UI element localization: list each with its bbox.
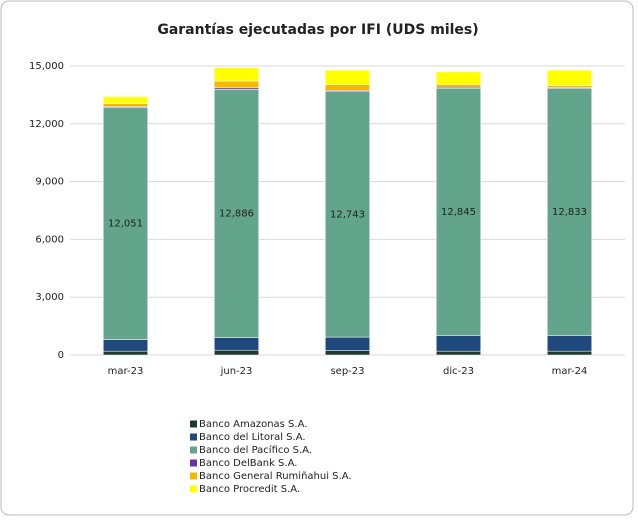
bar-segment [547, 69, 592, 86]
x-tick-label: mar-24 [552, 366, 588, 377]
y-tick-label: 15,000 [29, 61, 64, 72]
bar-segment [547, 85, 592, 88]
x-tick-label: jun-23 [220, 366, 253, 377]
bar-segment [547, 88, 592, 336]
bar-segment [436, 71, 481, 85]
x-tick-label: dic-23 [443, 366, 474, 377]
bar-segment [436, 88, 481, 336]
bar-segment [103, 107, 148, 340]
legend-label: Banco General Rumiñahui S.A. [199, 471, 352, 482]
legend-label: Banco del Pacífico S.A. [199, 444, 312, 456]
legend-swatch [190, 485, 197, 493]
bar-segment [547, 350, 592, 356]
bar-segment [214, 80, 259, 89]
chart-title: Garantías ejecutadas por IFI (UDS miles) [157, 22, 478, 38]
bar-segment [214, 89, 259, 338]
y-tick-label: 3,000 [35, 292, 64, 303]
bar-segment [325, 84, 370, 91]
bar-segment [214, 349, 259, 356]
legend-label: Banco Amazonas S.A. [199, 419, 307, 430]
data-label: 12,743 [330, 209, 365, 220]
x-tick-label: sep-23 [330, 366, 364, 377]
legend-swatch [190, 472, 197, 480]
chart-frame [0, 0, 634, 516]
data-label: 12,886 [219, 209, 254, 220]
bar-segment [325, 336, 370, 351]
legend-swatch [190, 420, 197, 428]
y-tick-label: 9,000 [35, 177, 64, 188]
bar-segment [103, 339, 148, 352]
data-label: 12,833 [552, 207, 587, 218]
bar-segment [103, 96, 148, 104]
y-tick-label: 0 [58, 350, 64, 361]
legend-label: Banco DelBank S.A. [199, 458, 297, 469]
x-tick-label: mar-23 [108, 366, 144, 377]
legend-label: Banco del Litoral S.A. [199, 432, 306, 443]
bar-segment [436, 350, 481, 356]
y-tick-label: 6,000 [35, 234, 64, 245]
data-label: 12,051 [108, 218, 143, 229]
bar-segment [214, 67, 259, 82]
data-label: 12,845 [441, 207, 476, 218]
bar-segment [214, 337, 259, 351]
bar-segment [436, 84, 481, 88]
bar-segment [103, 103, 148, 107]
legend-swatch [190, 459, 197, 467]
legend-swatch [190, 446, 197, 454]
bar-segment [436, 335, 481, 352]
bar-segment [547, 335, 592, 352]
y-tick-label: 12,000 [29, 119, 64, 130]
legend-label: Banco Procredit S.A. [199, 484, 300, 495]
bar-segment [103, 350, 148, 356]
bar-segment [325, 350, 370, 356]
bar-segment [325, 69, 370, 85]
legend-swatch [190, 433, 197, 441]
